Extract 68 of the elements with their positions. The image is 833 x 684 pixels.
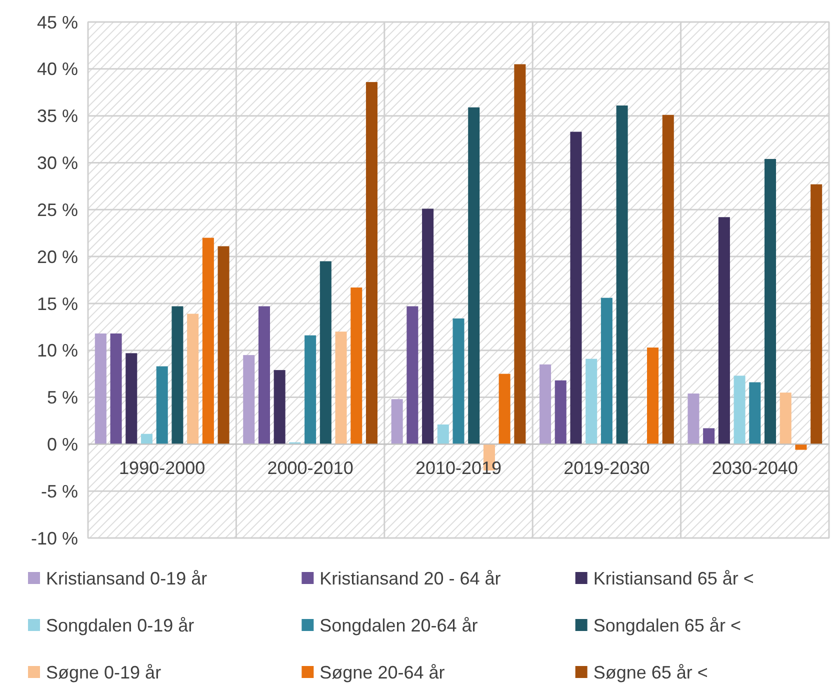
bar (258, 306, 270, 444)
bar (554, 380, 566, 444)
bar (734, 376, 746, 444)
bar (703, 428, 715, 444)
bar (366, 82, 378, 444)
bar (218, 246, 230, 444)
bar (586, 358, 598, 444)
legend-label: Songdalen 20-64 år (320, 615, 478, 636)
bar (780, 392, 792, 444)
y-tick-label: 5 % (46, 388, 78, 408)
bar (570, 132, 582, 444)
bar (498, 374, 510, 444)
y-tick-label: 45 % (36, 12, 78, 32)
legend-label: Søgne 65 år < (593, 662, 708, 682)
bar (452, 318, 464, 444)
bar (94, 333, 106, 444)
bar (616, 106, 628, 444)
bar (350, 288, 362, 444)
y-tick-label: 0 % (46, 434, 78, 454)
x-tick-label: 2010-2019 (415, 458, 502, 478)
bar (304, 335, 316, 444)
x-tick-label: 2019-2030 (564, 458, 650, 478)
bar (335, 332, 347, 444)
bar (243, 355, 255, 444)
bar (810, 184, 822, 444)
y-tick-label: 20 % (36, 246, 78, 267)
legend-label: Kristiansand 20 - 64 år (320, 568, 501, 588)
y-tick-label: -10 % (30, 528, 78, 548)
bar (406, 306, 418, 444)
legend-label: Songdalen 0-19 år (46, 615, 194, 636)
bar (437, 424, 449, 444)
bar (749, 382, 761, 444)
bar (468, 107, 480, 444)
bar (187, 314, 199, 444)
bar (140, 434, 152, 444)
y-tick-label: 10 % (36, 340, 78, 361)
legend-label: Kristiansand 0-19 år (46, 568, 208, 588)
y-tick-label: 35 % (36, 106, 78, 126)
legend-label: Søgne 20-64 år (320, 662, 445, 682)
bar (647, 348, 659, 444)
y-tick-label: 30 % (36, 153, 78, 174)
x-tick-label: 2000-2010 (267, 458, 354, 478)
bar (514, 64, 526, 444)
bar (422, 208, 434, 444)
bar (688, 394, 700, 444)
bar (391, 399, 403, 444)
bar (172, 306, 184, 444)
x-tick-label: 1990-2000 (119, 458, 206, 478)
bar (662, 114, 674, 444)
legend-label: Kristiansand 65 år < (593, 568, 754, 588)
bar (126, 353, 138, 444)
legend-label: Søgne 0-19 år (46, 662, 162, 682)
bar (202, 238, 214, 444)
bar (274, 370, 286, 444)
x-tick-label: 2030-2040 (712, 458, 798, 478)
y-tick-label: -5 % (40, 481, 78, 502)
bar (540, 364, 552, 444)
bar (764, 158, 776, 444)
bar (600, 298, 612, 444)
legend-label: Songdalen 65 år < (593, 615, 741, 636)
bar (320, 261, 332, 444)
bar (795, 444, 807, 450)
y-tick-label: 40 % (36, 59, 78, 80)
bar (156, 366, 168, 444)
bar (110, 333, 122, 444)
y-tick-label: 15 % (36, 294, 78, 314)
y-tick-label: 25 % (36, 200, 78, 220)
bar (718, 217, 730, 444)
